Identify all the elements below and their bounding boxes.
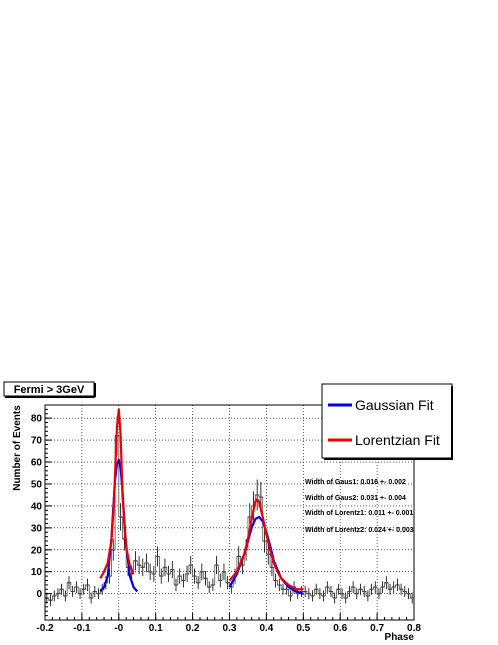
x-tick-label: 0.6 [333,623,347,634]
annotation-lorentz2: Width of Lorentz2: 0.024 +- 0.003 [305,527,414,534]
legend: Gaussian Fit Lorentzian Fit [321,383,453,460]
x-tick-label: 0.4 [259,623,273,634]
x-tick-label: -0 [114,623,123,634]
x-tick-label: 0.7 [370,623,384,634]
annotation-gaus1: Width of Gaus1: 0.016 +- 0.002 [305,479,406,486]
x-tick-label: -0.2 [36,623,54,634]
x-tick-label: 0.1 [149,623,163,634]
lorentzian-fit-curve [228,498,304,591]
y-tick-label: 70 [31,436,43,447]
y-tick-label: 20 [31,545,43,556]
x-tick-label: -0.1 [73,623,91,634]
annotation-gaus2: Width of Gaus2: 0.031 +- 0.004 [305,495,406,502]
legend-label-gaussian: Gaussian Fit [355,397,434,413]
y-tick-label: 80 [31,414,43,425]
y-tick-label: 60 [31,458,43,469]
lorentzian-fit-curve [99,408,135,579]
x-axis-title: Phase [385,632,415,643]
legend-label-lorentzian: Lorentzian Fit [355,432,440,448]
gaussian-fit-curve [99,458,139,593]
x-tick-label: 0.3 [223,623,237,634]
y-tick-label: 50 [31,479,43,490]
annotation-lorentz1: Width of Lorentz1: 0.011 +- 0.001 [305,510,413,517]
y-tick-label: 30 [31,523,43,534]
fit-annotations: Width of Gaus1: 0.016 +- 0.002 Width of … [305,479,414,534]
y-tick-label: 10 [31,567,43,578]
y-tick-label: 0 [36,589,42,600]
x-tick-label: 0.2 [186,623,200,634]
x-tick-label: 0.5 [296,623,310,634]
x-tick-label: 0.8 [407,623,421,634]
histogram-outline [45,435,414,601]
y-axis-title: Number of Events [12,405,23,491]
chart-title-box: Fermi > 3GeV [3,381,96,398]
y-tick-label: 40 [31,501,43,512]
chart-title: Fermi > 3GeV [14,384,85,396]
